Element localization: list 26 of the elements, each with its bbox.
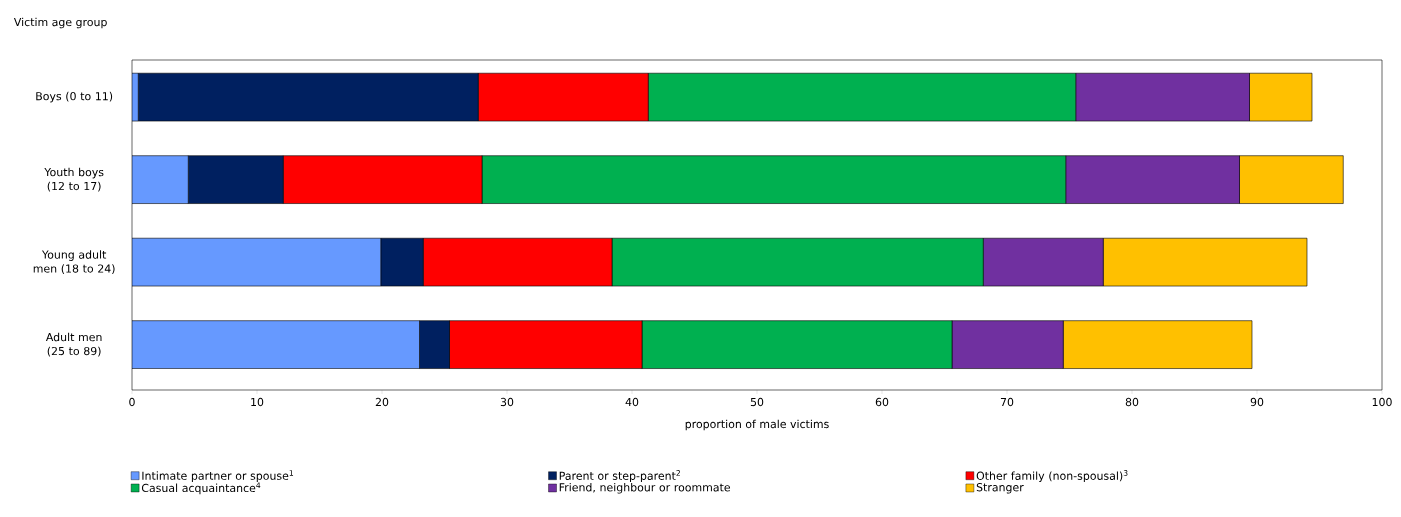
legend-label: Stranger <box>976 483 1024 494</box>
x-tick-label: 40 <box>625 397 639 407</box>
x-axis-title: proportion of male victims <box>685 419 829 431</box>
legend-label: Friend, neighbour or roommate <box>559 482 731 494</box>
x-tick-label: 30 <box>500 397 514 407</box>
y-axis-title: Victim age group <box>13 17 107 29</box>
legend-label: Parent or step-parent$^{2}$ <box>559 470 680 483</box>
x-tick-label: 0 <box>129 397 135 407</box>
x-tick-label: 80 <box>1125 397 1139 407</box>
x-tick-label: 50 <box>750 397 764 407</box>
y-tick-label: Adult men (25 to 89) <box>45 332 102 357</box>
x-tick-label: 100 <box>1372 397 1392 407</box>
x-tick-label: 20 <box>375 397 389 407</box>
bar <box>132 320 420 369</box>
legend-label: Intimate partner or spouse$^{1}$ <box>142 470 294 482</box>
bar <box>132 155 189 204</box>
x-tick-label: 90 <box>1250 397 1264 407</box>
bar <box>132 237 382 287</box>
legend-label: Casual acquaintance$^{4}$ <box>141 482 261 495</box>
y-tick-label: Youth boys (12 to 17) <box>44 167 104 192</box>
y-tick-label: Boys (0 to 11) <box>36 91 113 103</box>
y-tick-label: Young adult men (18 to 24) <box>33 250 115 274</box>
legend-label: Other family (non-spousal)$^{3}$ <box>976 470 1128 483</box>
x-tick-label: 60 <box>875 397 889 407</box>
x-tick-label: 10 <box>251 397 264 407</box>
x-tick-label: 70 <box>1000 397 1014 407</box>
